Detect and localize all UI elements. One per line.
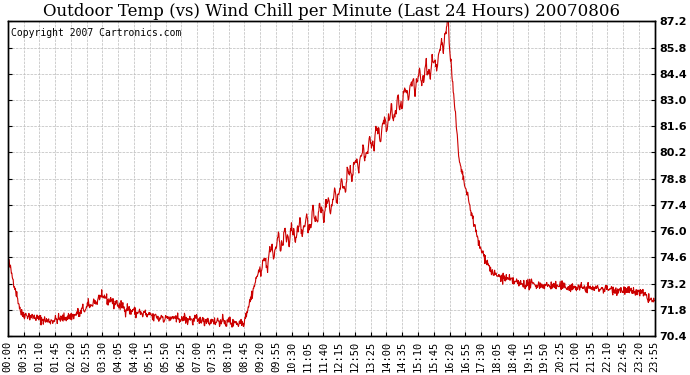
Text: Copyright 2007 Cartronics.com: Copyright 2007 Cartronics.com (11, 28, 181, 38)
Title: Outdoor Temp (vs) Wind Chill per Minute (Last 24 Hours) 20070806: Outdoor Temp (vs) Wind Chill per Minute … (43, 3, 620, 20)
